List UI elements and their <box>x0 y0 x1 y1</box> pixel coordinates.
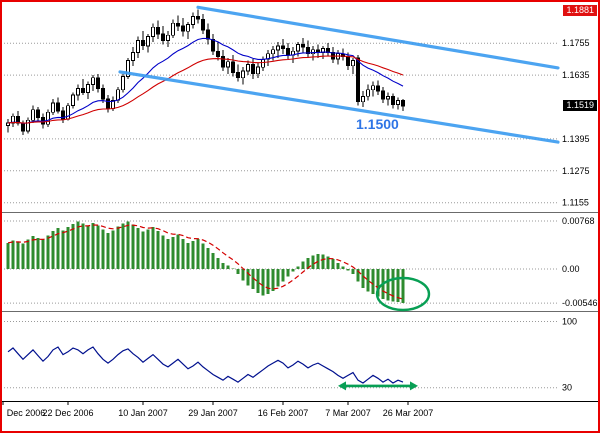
date-label: 26 Mar 2007 <box>383 408 434 418</box>
ellipse-annotation <box>375 276 431 312</box>
macd-tick-label: -0.00546 <box>562 298 598 308</box>
channel-line-upper <box>196 5 560 70</box>
candle-body <box>286 48 290 56</box>
candle-body <box>206 29 210 40</box>
candle-body <box>86 84 90 93</box>
candle-body <box>371 85 375 91</box>
candle-body <box>121 76 125 91</box>
candle-body <box>246 64 250 72</box>
macd-signal-line <box>7 224 404 300</box>
axis-high-price-marker: 1.1881 <box>563 5 597 16</box>
candle-body <box>96 77 100 89</box>
candle-body <box>191 16 195 26</box>
candle-body <box>181 25 185 32</box>
candle-body <box>91 77 95 85</box>
candle-body <box>256 66 260 75</box>
price-tick-label: 1.1155 <box>562 198 589 208</box>
price-tick-label: 1.1635 <box>562 70 590 80</box>
candle-body <box>301 44 305 48</box>
candle-body <box>166 34 170 41</box>
candle-body <box>201 18 205 31</box>
candle-body <box>221 56 225 68</box>
candle-body <box>56 102 60 112</box>
oscillator-tick-label: 30 <box>562 383 572 393</box>
candle-body <box>306 46 310 55</box>
candle-body <box>161 33 165 41</box>
axis-last-price-marker: 1.1519 <box>563 100 597 111</box>
candle-body <box>146 36 150 47</box>
candle-body <box>141 40 145 47</box>
candle-body <box>36 109 40 119</box>
candle-body <box>401 100 405 107</box>
candle-body <box>241 70 245 79</box>
date-label: 22 Dec 2006 <box>42 408 93 418</box>
ma-line-slow <box>7 55 404 124</box>
candle-body <box>376 85 380 92</box>
candle-body <box>26 119 30 132</box>
candle-body <box>216 50 220 57</box>
candle-body <box>131 52 135 61</box>
date-label: 10 Jan 2007 <box>118 408 168 418</box>
candle-body <box>31 109 35 121</box>
candle-body <box>61 110 65 120</box>
candle-body <box>381 90 385 100</box>
candle-body <box>126 60 130 77</box>
channel-line-lower <box>118 70 560 144</box>
candle-body <box>261 58 265 68</box>
candle-body <box>366 89 370 97</box>
date-label: Dec 2006 <box>7 408 46 418</box>
candle-body <box>76 88 80 96</box>
candle-body <box>211 38 215 52</box>
candle-body <box>101 88 105 100</box>
candle-body <box>396 100 400 105</box>
candle-body <box>391 96 395 105</box>
oscillator-tick-label: 100 <box>562 317 577 327</box>
price-tick-label: 1.1275 <box>562 166 590 176</box>
candle-body <box>386 96 390 100</box>
candle-body <box>251 64 255 75</box>
candle-body <box>351 60 355 67</box>
candle-body <box>346 56 350 67</box>
candle-body <box>156 26 160 35</box>
candle-body <box>186 24 190 32</box>
candle-body <box>281 45 285 50</box>
candle-body <box>116 89 120 101</box>
price-target-annotation: 1.1500 <box>356 116 399 132</box>
candle-body <box>311 49 315 55</box>
candle-body <box>46 111 50 125</box>
candle-body <box>226 61 230 68</box>
date-label: 7 Mar 2007 <box>325 408 371 418</box>
candle-body <box>236 72 240 79</box>
candle-body <box>51 102 55 113</box>
arrow-head-right-icon <box>410 381 418 391</box>
ma-line-fast <box>7 37 404 124</box>
candle-body <box>176 22 180 27</box>
candle-body <box>81 88 85 93</box>
oscillator-line <box>7 346 404 384</box>
candle-body <box>361 96 365 103</box>
candle-body <box>71 94 75 107</box>
date-label: 16 Feb 2007 <box>258 408 309 418</box>
candle-body <box>151 26 155 37</box>
macd-tick-label: 0.00 <box>562 264 580 274</box>
candle-body <box>136 40 140 53</box>
price-tick-label: 1.1755 <box>562 38 590 48</box>
candle-body <box>171 22 175 36</box>
date-label: 29 Jan 2007 <box>188 408 238 418</box>
candle-body <box>106 98 110 109</box>
candle-body <box>276 45 280 51</box>
arrow-head-left-icon <box>338 381 346 391</box>
candle-body <box>296 44 300 52</box>
candle-body <box>231 61 235 73</box>
candle-body <box>21 122 25 132</box>
candle-body <box>356 57 360 103</box>
price-tick-label: 1.1395 <box>562 134 590 144</box>
macd-tick-label: 0.00768 <box>562 216 595 226</box>
candle-body <box>196 16 200 20</box>
candle-body <box>271 49 275 55</box>
